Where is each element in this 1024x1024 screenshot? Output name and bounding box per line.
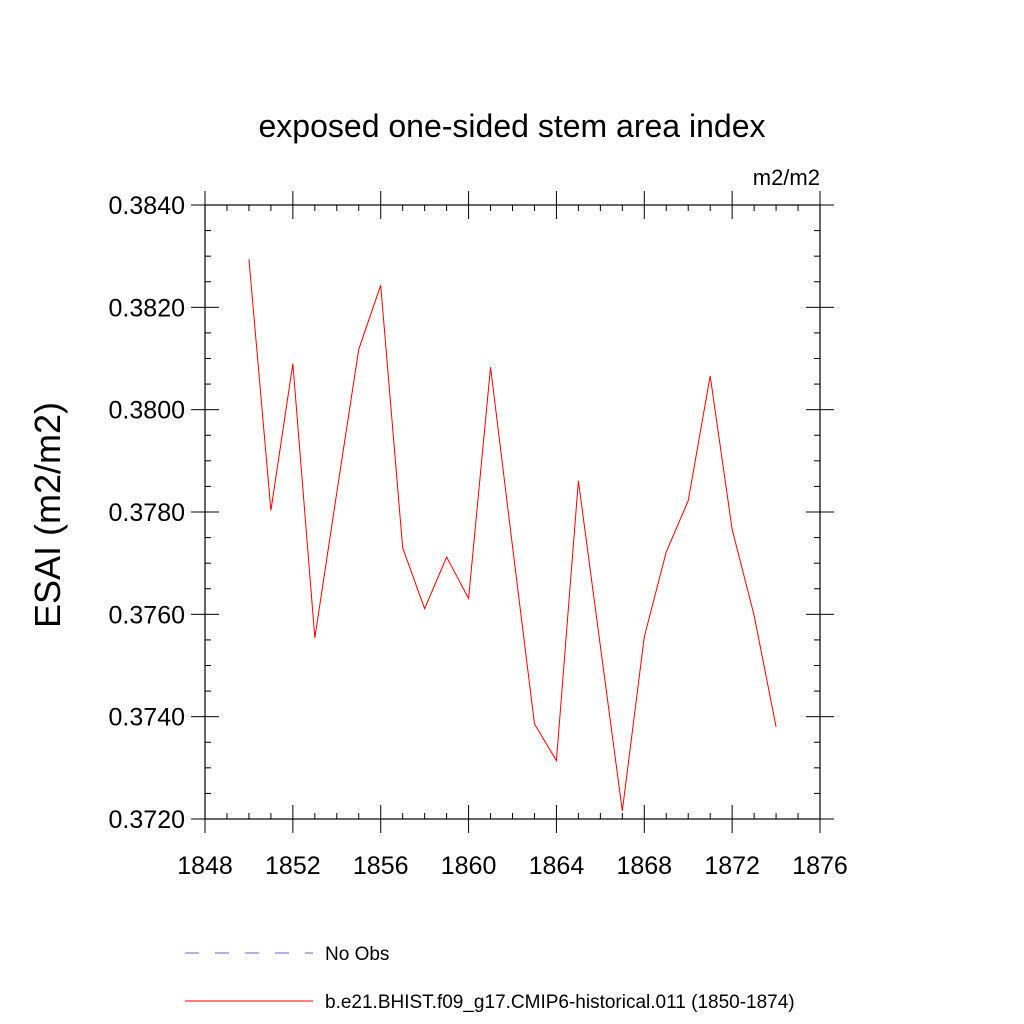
y-tick-label: 0.3720 — [109, 806, 185, 834]
legend-label-no-obs: No Obs — [325, 944, 389, 965]
x-tick-label: 1876 — [792, 852, 848, 880]
x-tick-label: 1860 — [441, 852, 497, 880]
y-tick-label: 0.3840 — [109, 192, 185, 220]
y-tick-label: 0.3800 — [109, 397, 185, 425]
units-label: m2/m2 — [753, 165, 820, 190]
chart-title: exposed one-sided stem area index — [259, 108, 766, 144]
x-tick-label: 1852 — [265, 852, 321, 880]
x-tick-label: 1872 — [704, 852, 760, 880]
plot-frame — [204, 204, 821, 820]
x-tick-label: 1864 — [529, 852, 585, 880]
x-tick-label: 1856 — [353, 852, 409, 880]
y-tick-label: 0.3780 — [109, 499, 185, 527]
legend: No Obs b.e21.BHIST.f09_g17.CMIP6-histori… — [185, 944, 795, 1013]
series-layer — [248, 259, 777, 811]
y-tick-label: 0.3820 — [109, 294, 185, 322]
legend-label-historical: b.e21.BHIST.f09_g17.CMIP6-historical.011… — [325, 992, 795, 1013]
y-axis-label: ESAI (m2/m2) — [27, 402, 68, 628]
x-tick-labels: 1848 1852 1856 1860 1864 1868 1872 1876 — [177, 852, 848, 880]
axis-ticks — [191, 191, 834, 833]
y-tick-label: 0.3760 — [109, 601, 185, 629]
series-line-0 — [248, 259, 777, 811]
x-tick-label: 1848 — [177, 852, 233, 880]
y-tick-label: 0.3740 — [109, 704, 185, 732]
x-tick-label: 1868 — [616, 852, 672, 880]
y-tick-labels: 0.3720 0.3740 0.3760 0.3780 0.3800 0.3820 0.38… — [109, 192, 185, 834]
